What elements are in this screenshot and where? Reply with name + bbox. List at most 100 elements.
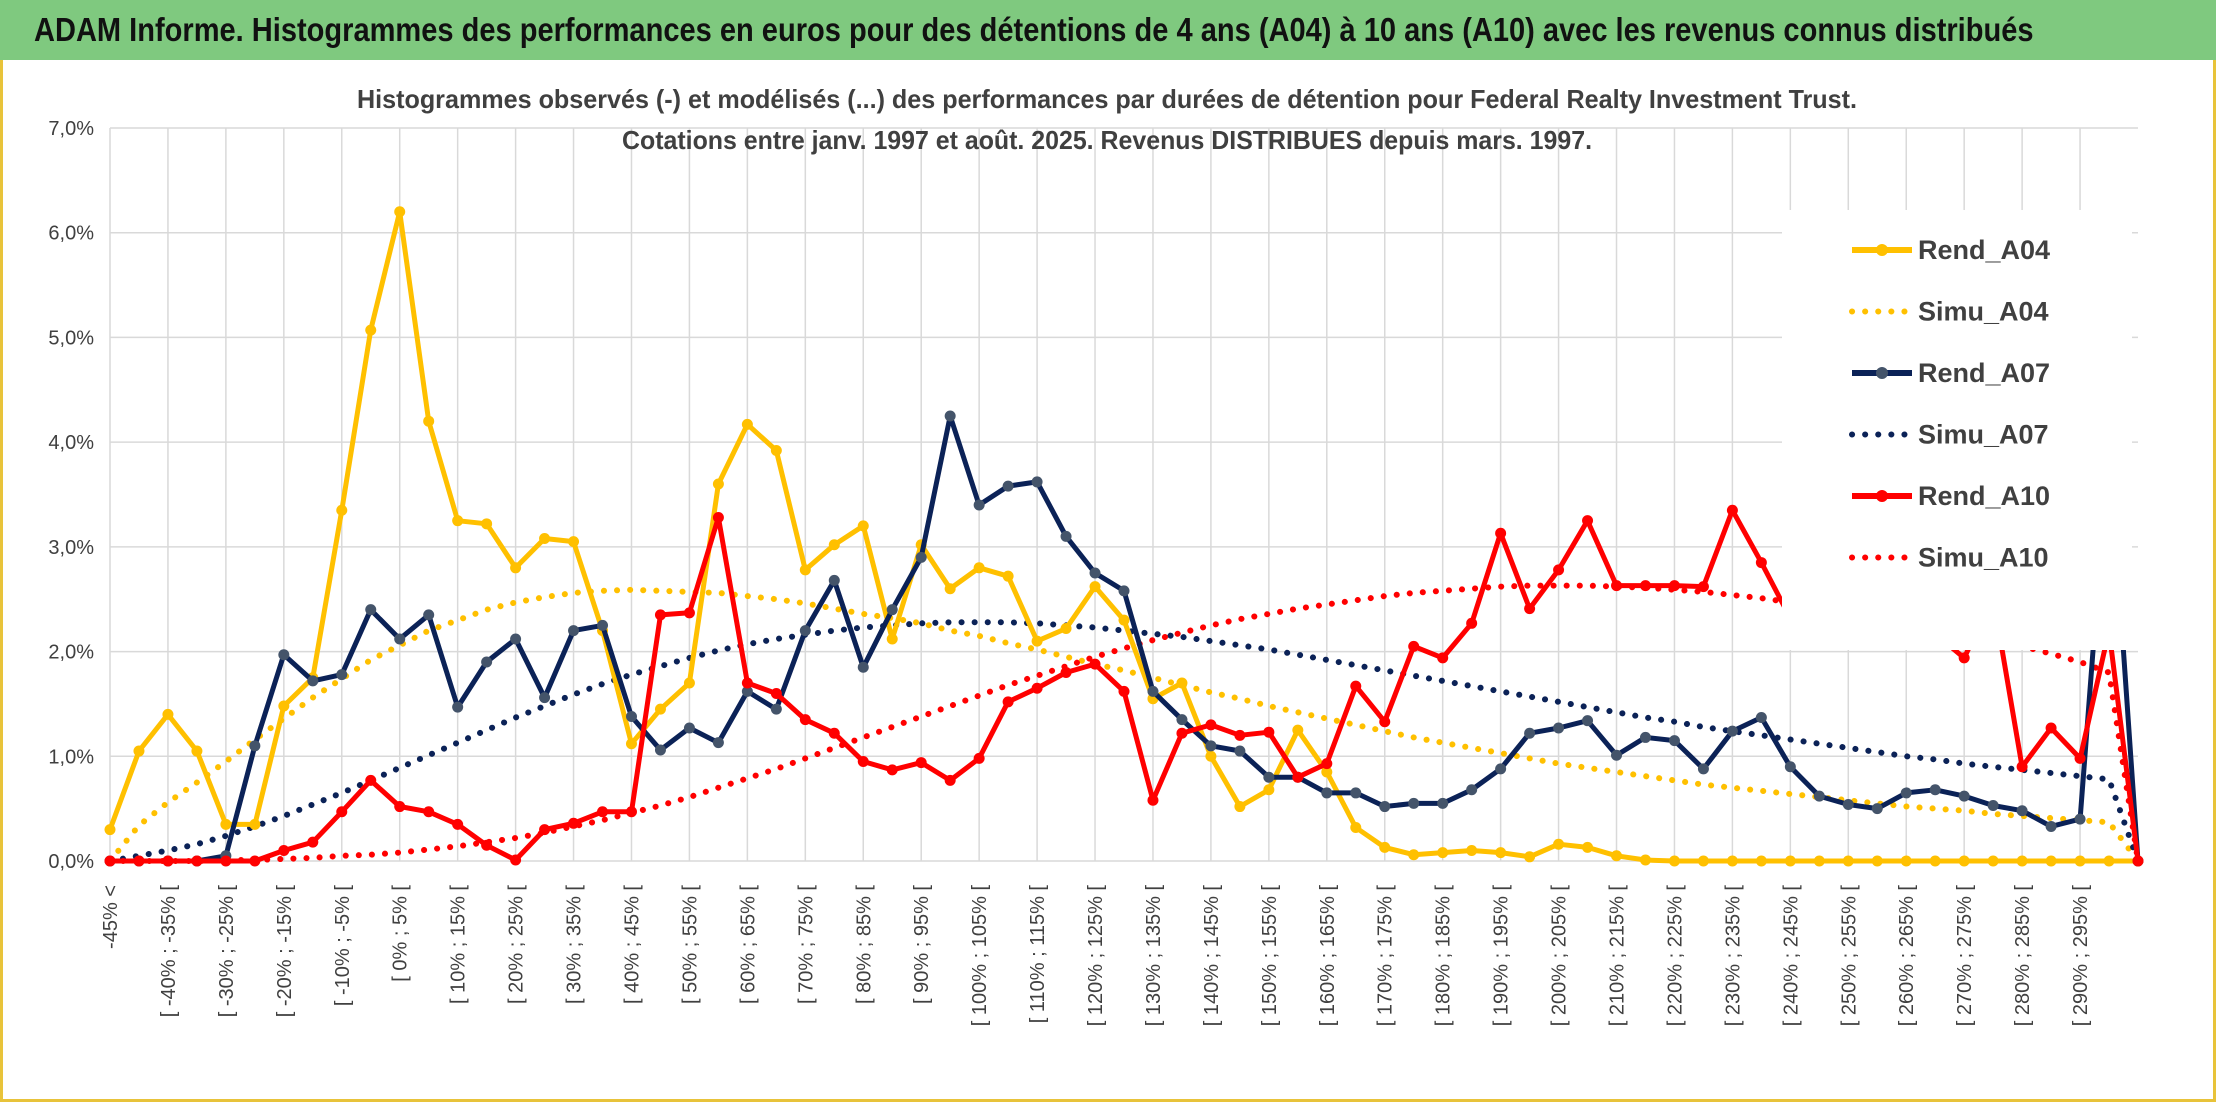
data-point-rend-a07 — [1900, 787, 1912, 799]
data-point-rend-a10 — [1437, 652, 1449, 664]
data-point-rend-a10 — [2132, 855, 2144, 867]
data-point-rend-a04 — [1553, 838, 1565, 850]
x-tick-label: [ 240% ; 245% [ — [1780, 885, 1802, 1027]
data-point-rend-a04 — [220, 818, 232, 830]
data-point-rend-a04 — [1118, 614, 1130, 626]
data-point-rend-a04 — [1437, 847, 1449, 859]
data-point-rend-a10 — [539, 824, 551, 836]
data-point-rend-a04 — [510, 562, 522, 574]
data-point-rend-a10 — [770, 687, 782, 699]
chart-legend: Rend_A04 Simu_A04 Rend_A07 Simu_A07 Rend_A10… — [1782, 210, 2132, 650]
data-point-rend-a10 — [278, 845, 290, 857]
x-tick-label: [ 70% ; 75% [ — [795, 885, 817, 1004]
data-point-rend-a04 — [2016, 855, 2028, 867]
data-point-rend-a07 — [1350, 787, 1362, 799]
x-tick-label: [ 100% ; 105% [ — [969, 885, 991, 1027]
data-point-rend-a04 — [481, 518, 493, 530]
data-point-rend-a07 — [1205, 740, 1217, 752]
x-tick-label: [ 40% ; 45% [ — [621, 885, 643, 1004]
legend-marker-rend-a04 — [1876, 244, 1888, 256]
data-point-rend-a10 — [510, 854, 522, 866]
data-point-rend-a10 — [1089, 658, 1101, 670]
data-point-rend-a10 — [307, 836, 319, 848]
x-tick-label: [ 200% ; 205% [ — [1549, 885, 1571, 1027]
x-tick-label: [ 20% ; 25% [ — [506, 885, 528, 1004]
data-point-rend-a10 — [944, 774, 956, 786]
data-point-rend-a07 — [625, 710, 637, 722]
histogram-chart: 0,0% 1,0% 2,0% 3,0% 4,0% 5,0% 6,0% 7,0% -45% < [… — [48, 84, 2144, 1027]
data-point-rend-a10 — [1263, 726, 1275, 738]
x-tick-label: [ 30% ; 35% [ — [564, 885, 586, 1004]
data-point-rend-a10 — [654, 609, 666, 621]
data-point-rend-a07 — [568, 625, 580, 637]
data-point-rend-a07 — [1408, 797, 1420, 809]
data-point-rend-a07 — [741, 685, 753, 697]
x-tick-label: [ -40% ; -35% [ — [158, 885, 180, 1018]
data-point-rend-a04 — [1350, 821, 1362, 833]
data-point-rend-a04 — [278, 700, 290, 712]
chart-title-line: Histogrammes observés (-) et modélisés (… — [357, 84, 1857, 114]
data-point-rend-a04 — [1292, 724, 1304, 736]
data-point-rend-a10 — [394, 801, 406, 813]
legend-label-rend-a04: Rend_A04 — [1918, 235, 2050, 265]
data-point-rend-a04 — [1582, 841, 1594, 853]
x-tick-label: [ 260% ; 265% [ — [1896, 885, 1918, 1027]
data-point-rend-a10 — [191, 855, 203, 867]
data-point-rend-a04 — [423, 415, 435, 427]
data-point-rend-a04 — [654, 703, 666, 715]
data-point-rend-a07 — [799, 625, 811, 637]
data-point-rend-a10 — [712, 512, 724, 524]
x-tick-label: [ 210% ; 215% [ — [1607, 885, 1629, 1027]
x-tick-label: [ 270% ; 275% [ — [1954, 885, 1976, 1027]
data-point-rend-a07 — [1379, 801, 1391, 813]
data-point-rend-a04 — [1263, 784, 1275, 796]
data-point-rend-a10 — [799, 714, 811, 726]
data-point-rend-a07 — [1697, 763, 1709, 775]
data-point-rend-a04 — [539, 532, 551, 544]
data-point-rend-a07 — [1031, 476, 1043, 488]
data-point-rend-a04 — [1697, 855, 1709, 867]
data-point-rend-a04 — [1495, 847, 1507, 859]
data-point-rend-a10 — [1466, 617, 1478, 629]
data-point-rend-a10 — [452, 818, 464, 830]
data-point-rend-a10 — [2074, 752, 2086, 764]
x-tick-label: [ -10% ; -5% [ — [332, 885, 354, 1007]
data-point-rend-a10 — [857, 756, 869, 768]
data-point-rend-a04 — [2103, 855, 2115, 867]
data-point-rend-a04 — [1089, 581, 1101, 593]
data-point-rend-a07 — [394, 633, 406, 645]
data-point-rend-a04 — [1842, 855, 1854, 867]
data-point-rend-a07 — [1089, 567, 1101, 579]
x-tick-label: [ 170% ; 175% [ — [1375, 885, 1397, 1027]
data-point-rend-a04 — [1524, 851, 1536, 863]
data-point-rend-a07 — [307, 675, 319, 687]
data-point-rend-a07 — [423, 609, 435, 621]
chart-title-line: Cotations entre janv. 1997 et août. 2025… — [622, 125, 1592, 155]
data-point-rend-a10 — [1147, 794, 1159, 806]
x-tick-label: [ 220% ; 225% [ — [1664, 885, 1686, 1027]
data-point-rend-a07 — [1582, 715, 1594, 727]
data-point-rend-a04 — [1871, 855, 1883, 867]
y-axis: 0,0% 1,0% 2,0% 3,0% 4,0% 5,0% 6,0% 7,0% — [48, 118, 94, 873]
y-tick-label: 6,0% — [48, 223, 94, 245]
data-point-rend-a04 — [191, 745, 203, 757]
data-point-rend-a07 — [1755, 712, 1767, 724]
data-point-rend-a04 — [1611, 850, 1623, 862]
data-point-rend-a07 — [1726, 725, 1738, 737]
data-point-rend-a10 — [1958, 652, 1970, 664]
data-point-rend-a04 — [568, 536, 580, 548]
data-point-rend-a07 — [278, 649, 290, 661]
data-point-rend-a04 — [162, 708, 174, 720]
data-point-rend-a10 — [1031, 682, 1043, 694]
report-banner: ADAM Informe. Histogrammes des performan… — [0, 0, 2216, 60]
y-tick-label: 2,0% — [48, 642, 94, 664]
data-point-rend-a10 — [915, 757, 927, 769]
data-point-rend-a04 — [1176, 677, 1188, 689]
data-point-rend-a04 — [1321, 766, 1333, 778]
y-tick-label: 5,0% — [48, 327, 94, 349]
data-point-rend-a04 — [799, 564, 811, 576]
data-point-rend-a07 — [1466, 784, 1478, 796]
data-point-rend-a04 — [365, 324, 377, 336]
data-point-rend-a07 — [249, 740, 261, 752]
data-point-rend-a10 — [365, 774, 377, 786]
